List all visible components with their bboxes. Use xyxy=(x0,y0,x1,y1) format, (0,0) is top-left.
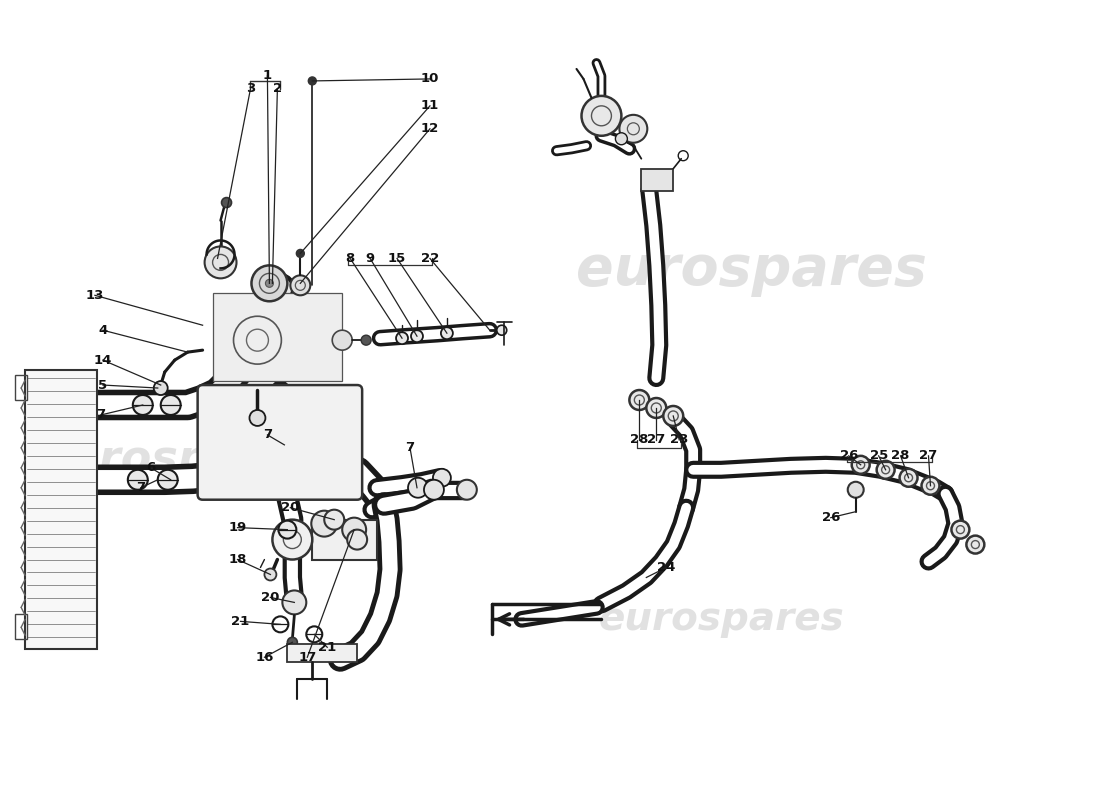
Text: 24: 24 xyxy=(657,561,675,574)
Circle shape xyxy=(252,266,287,302)
Circle shape xyxy=(615,133,627,145)
Circle shape xyxy=(441,327,453,339)
Circle shape xyxy=(619,115,647,142)
Text: 7: 7 xyxy=(97,409,106,422)
Circle shape xyxy=(361,335,371,345)
Circle shape xyxy=(877,461,894,478)
Text: 11: 11 xyxy=(421,99,439,112)
Circle shape xyxy=(342,518,366,542)
Text: 18: 18 xyxy=(229,553,246,566)
FancyBboxPatch shape xyxy=(198,385,362,500)
Text: 5: 5 xyxy=(98,378,108,391)
Text: 26: 26 xyxy=(839,450,858,462)
Circle shape xyxy=(848,482,864,498)
Text: 6: 6 xyxy=(146,462,155,474)
Text: 28: 28 xyxy=(630,434,649,446)
Circle shape xyxy=(154,381,167,395)
Text: eurospares: eurospares xyxy=(598,600,844,638)
Circle shape xyxy=(967,536,984,554)
Circle shape xyxy=(128,470,147,490)
Circle shape xyxy=(408,478,428,498)
Text: 7: 7 xyxy=(136,482,145,494)
Bar xyxy=(212,294,342,381)
Circle shape xyxy=(900,469,917,486)
Text: 23: 23 xyxy=(670,434,689,446)
Bar xyxy=(641,169,673,190)
Bar xyxy=(25,370,97,650)
Text: 7: 7 xyxy=(263,428,272,442)
Circle shape xyxy=(290,275,310,295)
Circle shape xyxy=(348,530,367,550)
Circle shape xyxy=(332,330,352,350)
Circle shape xyxy=(133,395,153,415)
Text: 1: 1 xyxy=(263,70,272,82)
Text: 20: 20 xyxy=(282,501,299,514)
Circle shape xyxy=(324,510,344,530)
Circle shape xyxy=(396,332,408,344)
Circle shape xyxy=(411,330,424,342)
Circle shape xyxy=(582,96,621,136)
Circle shape xyxy=(268,276,293,300)
Circle shape xyxy=(250,410,265,426)
Circle shape xyxy=(311,510,338,537)
Bar xyxy=(287,644,358,662)
Circle shape xyxy=(273,520,312,559)
Text: 25: 25 xyxy=(869,450,888,462)
Text: 17: 17 xyxy=(298,650,317,664)
Text: 14: 14 xyxy=(94,354,112,366)
Text: 22: 22 xyxy=(421,252,439,265)
Bar xyxy=(312,520,377,559)
Circle shape xyxy=(308,77,317,85)
Circle shape xyxy=(456,480,476,500)
Circle shape xyxy=(287,638,297,647)
Circle shape xyxy=(497,326,507,335)
Circle shape xyxy=(157,470,178,490)
Text: 12: 12 xyxy=(421,122,439,135)
Text: 3: 3 xyxy=(245,82,255,95)
Text: 27: 27 xyxy=(920,450,937,462)
Circle shape xyxy=(663,406,683,426)
Bar xyxy=(15,614,28,639)
Circle shape xyxy=(647,398,667,418)
Circle shape xyxy=(296,250,305,258)
Circle shape xyxy=(283,590,306,614)
Circle shape xyxy=(278,521,296,538)
Text: 10: 10 xyxy=(421,73,439,86)
Circle shape xyxy=(851,456,870,474)
Circle shape xyxy=(161,395,180,415)
Text: 21: 21 xyxy=(231,615,250,628)
Text: 19: 19 xyxy=(229,521,246,534)
Circle shape xyxy=(221,198,231,207)
Circle shape xyxy=(433,469,451,486)
Text: 8: 8 xyxy=(345,252,355,265)
Circle shape xyxy=(629,390,649,410)
Text: 16: 16 xyxy=(255,650,274,664)
Text: 20: 20 xyxy=(261,591,279,604)
Text: eurospares: eurospares xyxy=(575,243,926,298)
Text: 2: 2 xyxy=(273,82,282,95)
Text: 13: 13 xyxy=(86,289,104,302)
Text: 15: 15 xyxy=(388,252,406,265)
Circle shape xyxy=(265,279,274,287)
Circle shape xyxy=(922,477,939,494)
Text: 26: 26 xyxy=(822,511,840,524)
Text: 27: 27 xyxy=(647,434,666,446)
Text: 21: 21 xyxy=(318,641,337,654)
Circle shape xyxy=(952,521,969,538)
Text: eurospares: eurospares xyxy=(37,438,318,482)
Text: 7: 7 xyxy=(406,442,415,454)
Text: 28: 28 xyxy=(891,450,910,462)
Circle shape xyxy=(264,569,276,581)
Text: 9: 9 xyxy=(365,252,375,265)
Circle shape xyxy=(424,480,444,500)
Text: 4: 4 xyxy=(98,324,108,337)
Circle shape xyxy=(205,246,236,278)
Bar xyxy=(15,375,28,400)
